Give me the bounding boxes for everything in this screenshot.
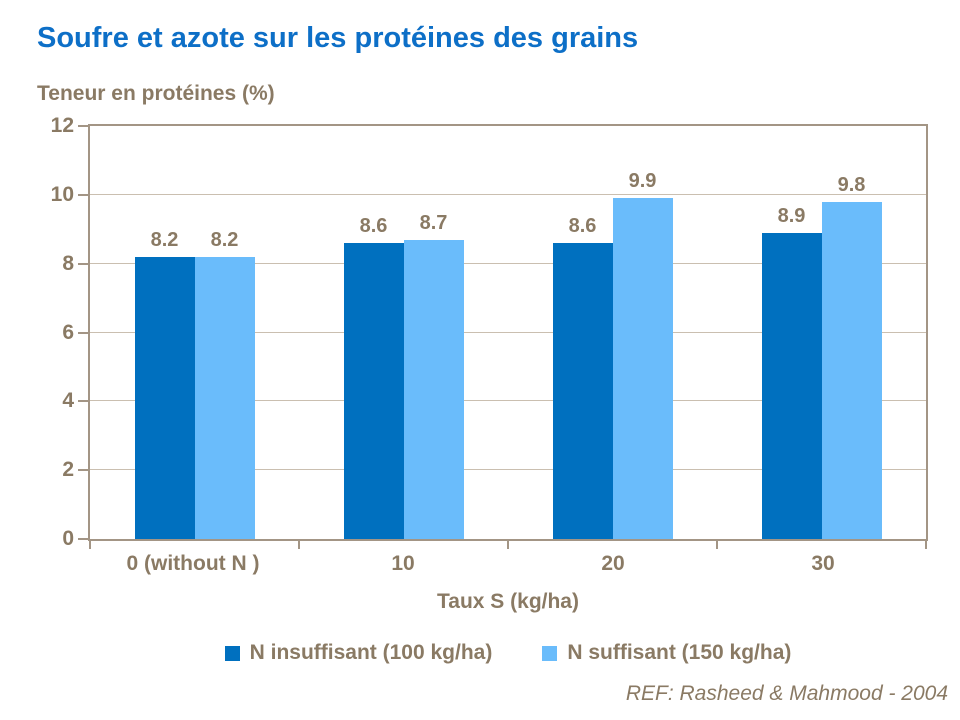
legend-swatch	[542, 645, 558, 661]
bar	[194, 257, 255, 539]
gridline	[90, 262, 926, 264]
bar	[612, 198, 673, 539]
y-axis-tick	[78, 331, 88, 334]
bar	[761, 233, 822, 539]
bar-value-label: 8.2	[210, 229, 239, 251]
y-axis-tick-label: 2	[62, 458, 74, 482]
y-axis-tick-label: 8	[62, 251, 74, 275]
bar-value-label: 8.6	[568, 215, 597, 237]
legend-swatch	[224, 645, 240, 661]
y-axis-tick-label: 12	[50, 114, 74, 137]
y-axis-tick	[78, 125, 88, 127]
bar-value-label: 9.8	[837, 174, 866, 196]
bar-value-label: 8.6	[359, 215, 388, 237]
chart-title: Soufre et azote sur les protéines des gr…	[37, 22, 639, 54]
bar	[821, 202, 882, 539]
y-axis-tick-label: 10	[50, 182, 74, 206]
chart-legend: N insuffisant (100 kg/ha) N suffisant (15…	[88, 640, 928, 666]
bar-value-label: 8.7	[419, 212, 448, 234]
x-axis-tick	[298, 541, 300, 549]
x-axis-category-label: 20	[601, 552, 625, 575]
x-axis-title: Taux S (kg/ha)	[437, 590, 579, 613]
gridline	[90, 469, 926, 471]
y-axis-tick	[78, 469, 88, 472]
y-axis-tick-label: 0	[62, 527, 74, 550]
y-axis-tick	[78, 262, 88, 265]
bar-value-label: 9.9	[628, 170, 657, 192]
plot-area: 8.2 8.6 8.6 8.9 8.2 8.7 9.9 9.8	[88, 124, 928, 541]
legend-label: N insuffisant (100 kg/ha)	[249, 641, 493, 664]
x-axis-category-label: 30	[811, 552, 835, 575]
bar-value-label: 8.2	[150, 229, 179, 251]
y-axis-tick	[78, 400, 88, 403]
x-axis-tick	[925, 541, 927, 549]
y-axis-tick	[78, 193, 88, 196]
bar	[552, 243, 613, 539]
y-axis-tick-label: 4	[62, 389, 74, 413]
bar-value-label: 8.9	[777, 205, 806, 227]
x-axis-category-label: 10	[391, 552, 415, 575]
bar	[134, 257, 195, 539]
gridline	[90, 331, 926, 333]
x-axis-tick	[507, 541, 509, 549]
legend-label: N suffisant (150 kg/ha)	[567, 641, 792, 664]
gridline	[90, 400, 926, 402]
x-axis-tick	[89, 541, 91, 549]
x-axis-category-label: 0 (without N )	[126, 552, 260, 575]
y-axis-tick	[78, 538, 88, 540]
bar	[403, 240, 464, 539]
y-axis-title: Teneur en protéines (%)	[37, 82, 275, 105]
reference-text: REF: Rasheed & Mahmood - 2004	[625, 682, 948, 705]
gridline	[90, 193, 926, 195]
y-axis-tick-label: 6	[62, 320, 74, 344]
legend-item: N insuffisant (100 kg/ha)	[224, 641, 493, 665]
legend-item: N suffisant (150 kg/ha)	[542, 641, 791, 665]
x-axis-tick	[716, 541, 718, 549]
bar	[343, 243, 404, 539]
